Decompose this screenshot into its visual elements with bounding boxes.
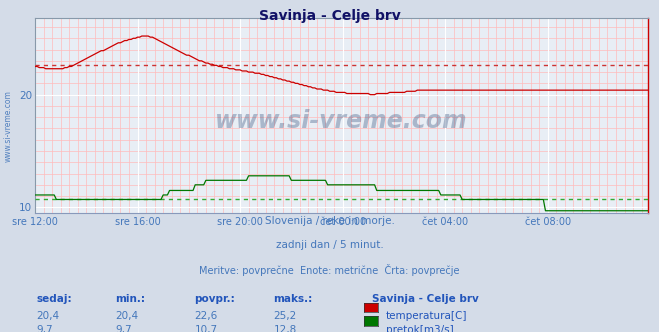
Text: sedaj:: sedaj: <box>36 294 72 304</box>
Text: Slovenija / reke in morje.: Slovenija / reke in morje. <box>264 216 395 226</box>
Text: min.:: min.: <box>115 294 146 304</box>
Text: povpr.:: povpr.: <box>194 294 235 304</box>
Text: 12,8: 12,8 <box>273 325 297 332</box>
Text: 9,7: 9,7 <box>36 325 53 332</box>
Text: www.si-vreme.com: www.si-vreme.com <box>3 90 13 162</box>
Text: maks.:: maks.: <box>273 294 313 304</box>
Text: Savinja - Celje brv: Savinja - Celje brv <box>372 294 479 304</box>
Text: www.si-vreme.com: www.si-vreme.com <box>215 109 468 133</box>
Text: pretok[m3/s]: pretok[m3/s] <box>386 325 453 332</box>
Text: Meritve: povprečne  Enote: metrične  Črta: povprečje: Meritve: povprečne Enote: metrične Črta:… <box>199 264 460 276</box>
Text: zadnji dan / 5 minut.: zadnji dan / 5 minut. <box>275 240 384 250</box>
Text: 20,4: 20,4 <box>36 311 59 321</box>
Text: 20,4: 20,4 <box>115 311 138 321</box>
Text: Savinja - Celje brv: Savinja - Celje brv <box>258 9 401 23</box>
Text: 25,2: 25,2 <box>273 311 297 321</box>
Text: 9,7: 9,7 <box>115 325 132 332</box>
Text: 22,6: 22,6 <box>194 311 217 321</box>
Text: temperatura[C]: temperatura[C] <box>386 311 467 321</box>
Text: 10,7: 10,7 <box>194 325 217 332</box>
